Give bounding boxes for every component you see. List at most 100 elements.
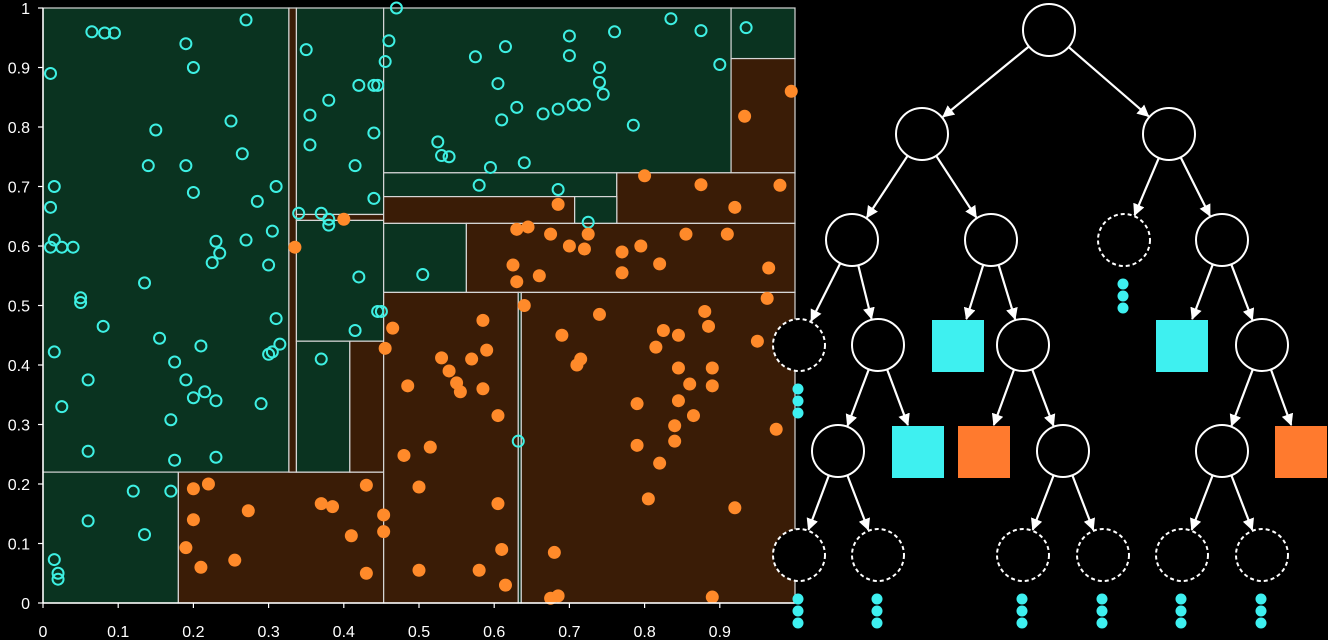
continuation-dot bbox=[1117, 290, 1129, 302]
partition-region-a bbox=[295, 219, 385, 342]
data-point-class-a bbox=[322, 218, 336, 232]
data-point-class-b bbox=[592, 307, 606, 321]
x-tick-label: 0.3 bbox=[257, 624, 279, 640]
data-point-class-a bbox=[239, 13, 253, 27]
continuation-dot bbox=[792, 605, 804, 617]
tree-edge-arrow bbox=[1229, 368, 1254, 427]
tree-edges bbox=[806, 45, 1294, 531]
data-point-class-b bbox=[679, 227, 693, 241]
continuation-dot bbox=[1175, 593, 1187, 605]
data-point-class-a bbox=[138, 276, 152, 290]
data-point-class-b bbox=[671, 328, 685, 342]
data-point-class-a bbox=[596, 87, 610, 101]
x-tick-label: 0.5 bbox=[408, 624, 430, 640]
data-point-class-b bbox=[630, 438, 644, 452]
partition-region-b bbox=[288, 7, 298, 473]
data-point-class-a bbox=[299, 43, 313, 57]
partition-region-a bbox=[383, 7, 732, 174]
data-point-class-b bbox=[577, 242, 591, 256]
data-point-class-a bbox=[126, 484, 140, 498]
data-point-class-a bbox=[510, 100, 524, 114]
data-point-class-a bbox=[262, 347, 276, 361]
leaf-node-class-b bbox=[1275, 426, 1327, 478]
data-point-class-a bbox=[562, 29, 576, 43]
data-point-class-a bbox=[314, 352, 328, 366]
data-point-class-b bbox=[186, 513, 200, 527]
data-point-class-a bbox=[168, 453, 182, 467]
data-point-class-a bbox=[164, 413, 178, 427]
data-point-class-a bbox=[179, 37, 193, 51]
partition-regions bbox=[42, 7, 796, 604]
data-point-class-b bbox=[314, 497, 328, 511]
data-point-class-b bbox=[201, 477, 215, 491]
decision-tree bbox=[772, 3, 1327, 629]
x-tick-label: 0 bbox=[39, 624, 48, 640]
data-point-class-a bbox=[153, 331, 167, 345]
data-point-class-b bbox=[476, 382, 490, 396]
data-point-class-b bbox=[401, 379, 415, 393]
partition-region-b bbox=[383, 291, 519, 604]
data-point-class-b bbox=[698, 304, 712, 318]
data-point-class-b bbox=[412, 563, 426, 577]
split-node bbox=[811, 424, 865, 478]
data-point-class-a bbox=[96, 319, 110, 333]
data-point-class-a bbox=[664, 12, 678, 26]
tree-edge-arrow bbox=[963, 264, 985, 320]
data-point-class-a bbox=[205, 256, 219, 270]
data-point-class-a bbox=[265, 224, 279, 238]
data-point-class-a bbox=[367, 126, 381, 140]
tree-edge-arrow bbox=[1230, 263, 1255, 321]
split-node bbox=[1036, 424, 1090, 478]
data-point-class-a bbox=[179, 159, 193, 173]
split-node bbox=[1195, 424, 1249, 478]
data-point-class-b bbox=[581, 227, 595, 241]
data-point-class-a bbox=[626, 118, 640, 132]
data-point-class-a bbox=[273, 337, 287, 351]
data-point-class-b bbox=[480, 343, 494, 357]
data-point-class-b bbox=[649, 340, 663, 354]
data-point-class-a bbox=[551, 182, 565, 196]
data-point-class-b bbox=[510, 222, 524, 236]
y-tick-label: 0.7 bbox=[8, 180, 30, 197]
tree-edge-arrow bbox=[942, 45, 1030, 118]
data-point-class-a bbox=[435, 149, 449, 163]
data-point-class-b bbox=[656, 323, 670, 337]
tree-nodes bbox=[772, 3, 1327, 582]
data-point-class-a bbox=[235, 147, 249, 161]
tree-edge-arrow bbox=[1071, 474, 1095, 531]
data-point-class-b bbox=[359, 566, 373, 580]
data-point-class-a bbox=[562, 49, 576, 63]
tree-edge-arrow bbox=[997, 264, 1018, 321]
data-point-class-a bbox=[209, 450, 223, 464]
data-point-class-a bbox=[250, 194, 264, 208]
continuation-dot bbox=[1096, 605, 1108, 617]
split-node bbox=[851, 318, 905, 372]
data-point-class-a bbox=[44, 200, 58, 214]
data-point-class-a bbox=[495, 113, 509, 127]
continuation-dot bbox=[792, 407, 804, 419]
data-point-class-b bbox=[517, 299, 531, 312]
data-point-class-a bbox=[81, 514, 95, 528]
data-point-class-a bbox=[592, 61, 606, 74]
x-tick-label: 0.2 bbox=[182, 624, 204, 640]
data-point-class-a bbox=[186, 391, 200, 405]
data-point-class-b bbox=[326, 500, 340, 514]
data-point-class-b bbox=[179, 541, 193, 555]
data-point-class-b bbox=[653, 257, 667, 271]
data-point-class-b bbox=[476, 313, 490, 327]
continuation-dot bbox=[1016, 617, 1028, 629]
data-point-class-b bbox=[784, 84, 798, 98]
data-point-class-a bbox=[74, 296, 88, 310]
data-point-class-a bbox=[352, 78, 366, 92]
y-tick-label: 1 bbox=[21, 1, 30, 18]
data-point-class-b bbox=[686, 409, 700, 423]
plot-axes: 0 0.1 0.2 0.3 0.4 0.5 0.6 0.7 0.8 0.9 0 0.1 0.2 0.3 0.… bbox=[8, 1, 795, 640]
tree-edge-arrow bbox=[935, 155, 978, 219]
partition-region-a bbox=[42, 471, 179, 604]
collapsed-subtree-node bbox=[1076, 528, 1130, 582]
data-point-class-a bbox=[367, 78, 381, 92]
data-point-class-b bbox=[228, 553, 242, 567]
y-tick-label: 0.2 bbox=[8, 477, 30, 494]
tree-edge-arrow bbox=[857, 264, 875, 320]
